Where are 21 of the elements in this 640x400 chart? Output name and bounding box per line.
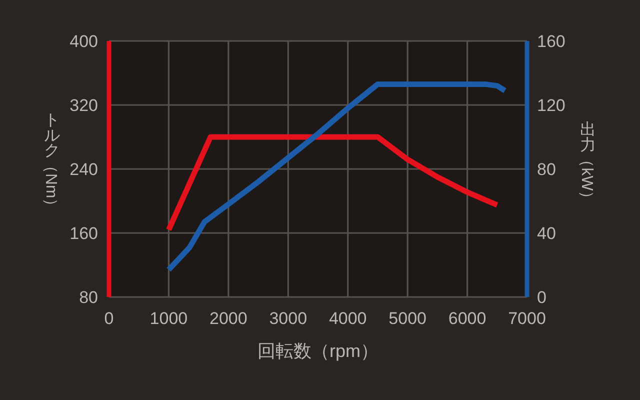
- y2-tick-label: 160: [537, 32, 566, 51]
- y-tick-label: 320: [70, 96, 98, 115]
- x-tick-label: 3000: [269, 309, 308, 328]
- y2-tick-label: 0: [537, 288, 546, 307]
- x-tick-label: 7000: [508, 309, 546, 328]
- y2-axis-title: 出力（kW）: [578, 122, 596, 207]
- y-tick-label: 80: [79, 288, 98, 307]
- x-tick-label: 2000: [210, 309, 248, 328]
- x-axis-title: 回転数（rpm）: [258, 341, 378, 361]
- x-tick-label: 5000: [388, 309, 426, 328]
- y-tick-label: 240: [70, 160, 98, 179]
- y2-tick-label: 80: [537, 160, 556, 179]
- y-tick-label: 160: [70, 224, 98, 243]
- x-tick-label: 4000: [328, 309, 367, 328]
- x-tick-label: 6000: [448, 309, 486, 328]
- y2-tick-label: 120: [537, 96, 566, 115]
- y-tick-label: 400: [70, 32, 98, 51]
- x-tick-label: 1000: [150, 309, 188, 328]
- x-tick-label: 0: [104, 309, 114, 328]
- y-axis-title: トルク（Nm）: [42, 112, 60, 214]
- y2-tick-label: 40: [537, 224, 556, 243]
